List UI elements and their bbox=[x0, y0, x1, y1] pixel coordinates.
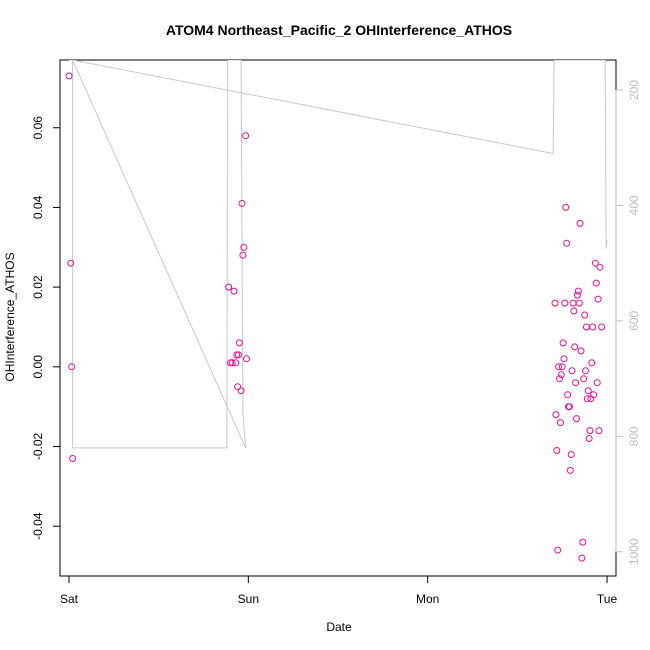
data-point bbox=[577, 347, 585, 355]
y-tick-label: 0.02 bbox=[31, 275, 45, 299]
plot-frame bbox=[59, 59, 617, 577]
data-point bbox=[554, 546, 562, 554]
data-point bbox=[584, 387, 592, 395]
data-point bbox=[567, 451, 575, 458]
data-point bbox=[596, 263, 604, 271]
data-point bbox=[586, 427, 594, 435]
data-point bbox=[565, 403, 573, 411]
x-tick-label: Mon bbox=[416, 592, 439, 606]
data-point bbox=[579, 538, 587, 546]
data-point bbox=[553, 447, 561, 454]
data-point bbox=[558, 363, 566, 371]
data-point bbox=[566, 466, 574, 474]
data-point bbox=[234, 383, 242, 391]
data-point bbox=[589, 323, 597, 331]
data-point bbox=[69, 455, 77, 462]
data-point bbox=[573, 291, 581, 299]
y-axis: -0.04 -0.02 0.00 0.02 0.04 0.06 bbox=[31, 116, 61, 540]
data-point bbox=[65, 72, 73, 80]
secondary-y-tick-label: 200 bbox=[627, 80, 641, 100]
data-point bbox=[564, 391, 572, 399]
data-point bbox=[230, 287, 238, 295]
data-point bbox=[67, 259, 75, 267]
data-point bbox=[228, 359, 236, 367]
data-point bbox=[237, 387, 245, 395]
data-point bbox=[592, 279, 600, 287]
data-point bbox=[598, 323, 606, 331]
y-tick-label: -0.02 bbox=[31, 433, 45, 461]
secondary-y-tick-label: 1000 bbox=[627, 538, 641, 565]
data-point bbox=[235, 351, 242, 359]
data-point bbox=[225, 283, 233, 291]
data-point bbox=[240, 243, 248, 251]
y-tick-label: -0.04 bbox=[31, 512, 45, 540]
data-point bbox=[574, 287, 582, 295]
y-tick-label: 0.06 bbox=[31, 116, 45, 140]
data-point bbox=[552, 411, 560, 419]
data-point bbox=[243, 355, 250, 363]
data-point bbox=[551, 299, 559, 307]
x-tick-label: Sun bbox=[238, 592, 259, 606]
data-point bbox=[595, 427, 603, 435]
data-point bbox=[562, 203, 570, 211]
secondary-y-tick-label: 600 bbox=[627, 311, 641, 331]
data-point bbox=[556, 419, 564, 427]
data-point bbox=[68, 363, 76, 371]
data-point bbox=[576, 219, 584, 227]
data-point bbox=[238, 199, 246, 207]
data-point bbox=[561, 299, 569, 307]
data-point bbox=[568, 367, 576, 375]
data-point bbox=[573, 415, 580, 423]
x-tick-label: Tue bbox=[597, 592, 618, 606]
secondary-line bbox=[69, 60, 608, 449]
data-point bbox=[569, 299, 577, 307]
secondary-y-tick-label: 400 bbox=[627, 195, 641, 215]
secondary-y-tick-label: 800 bbox=[627, 426, 641, 446]
data-point bbox=[555, 363, 563, 371]
data-point bbox=[590, 391, 598, 399]
data-point bbox=[572, 379, 580, 387]
data-point bbox=[585, 435, 593, 442]
data-point bbox=[563, 239, 571, 247]
data-point bbox=[571, 343, 579, 351]
data-point bbox=[594, 295, 602, 303]
data-point bbox=[588, 359, 596, 367]
y-tick-label: 0.00 bbox=[31, 355, 45, 379]
data-point bbox=[593, 379, 601, 387]
data-point bbox=[235, 339, 243, 347]
data-point bbox=[239, 251, 247, 259]
data-point bbox=[580, 375, 588, 383]
x-tick-label: Sat bbox=[60, 592, 79, 606]
data-point bbox=[559, 339, 567, 347]
data-point bbox=[591, 259, 599, 267]
data-point bbox=[242, 132, 250, 140]
data-point bbox=[582, 367, 589, 375]
secondary-line-series bbox=[69, 60, 608, 449]
chart-title: ATOM4 Northeast_Pacific_2 OHInterference… bbox=[166, 22, 512, 38]
data-point bbox=[232, 359, 240, 367]
data-point bbox=[583, 395, 591, 403]
data-point bbox=[578, 554, 586, 562]
data-point bbox=[560, 355, 568, 363]
secondary-y-axis: 200 400 600 800 1000 bbox=[615, 80, 641, 565]
data-point bbox=[581, 311, 589, 319]
x-axis: Sat Sun Mon Tue bbox=[60, 575, 618, 606]
data-point bbox=[557, 371, 565, 379]
data-point bbox=[570, 307, 578, 315]
data-point bbox=[556, 375, 563, 383]
x-axis-label: Date bbox=[326, 620, 352, 634]
data-point bbox=[575, 299, 583, 307]
y-axis-label: OHInterference_ATHOS bbox=[3, 252, 17, 381]
data-point bbox=[582, 323, 590, 331]
y-tick-label: 0.04 bbox=[31, 195, 45, 219]
scatter-series bbox=[65, 72, 606, 562]
